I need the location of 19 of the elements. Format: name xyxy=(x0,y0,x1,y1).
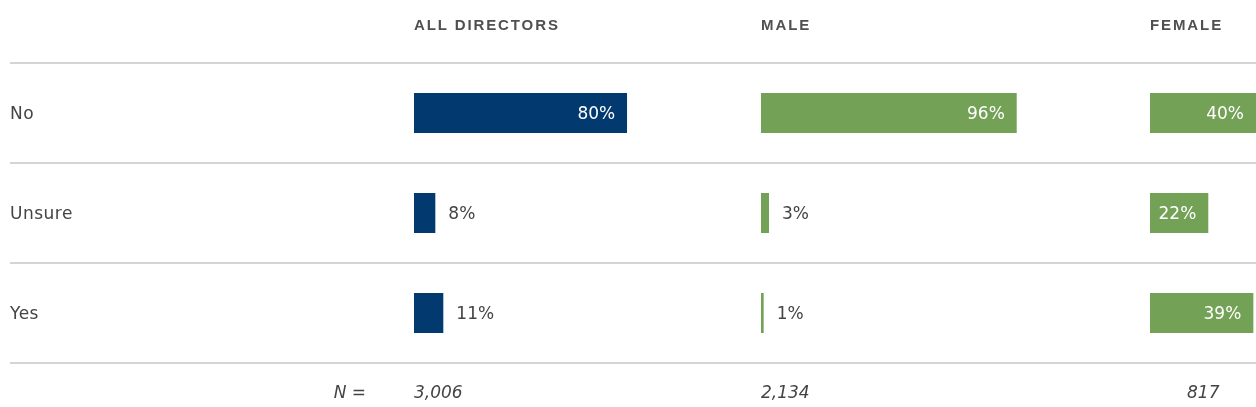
data-label: 1% xyxy=(776,303,804,323)
text: 3,006 xyxy=(414,382,463,402)
data-label: 3% xyxy=(781,203,809,223)
text: N = xyxy=(333,382,366,402)
data-label: 80% xyxy=(577,103,616,123)
data-label: 8% xyxy=(448,203,476,223)
text: 2,134 xyxy=(761,382,810,402)
data-label: 40% xyxy=(1206,103,1244,123)
data-label: 11% xyxy=(456,303,495,323)
chart-title: MALE xyxy=(761,16,812,33)
y-tick-label: Unsure xyxy=(10,203,73,223)
y-tick-label: No xyxy=(10,103,35,123)
data-label: 22% xyxy=(1158,203,1197,223)
text: FEMALE xyxy=(1150,16,1224,33)
data-label: 39% xyxy=(1203,303,1242,323)
data-label: 96% xyxy=(967,103,1005,123)
y-tick-label: Yes xyxy=(9,303,39,323)
annotation: 817 xyxy=(1187,382,1220,402)
chart-title: ALL DIRECTORS xyxy=(414,16,560,33)
